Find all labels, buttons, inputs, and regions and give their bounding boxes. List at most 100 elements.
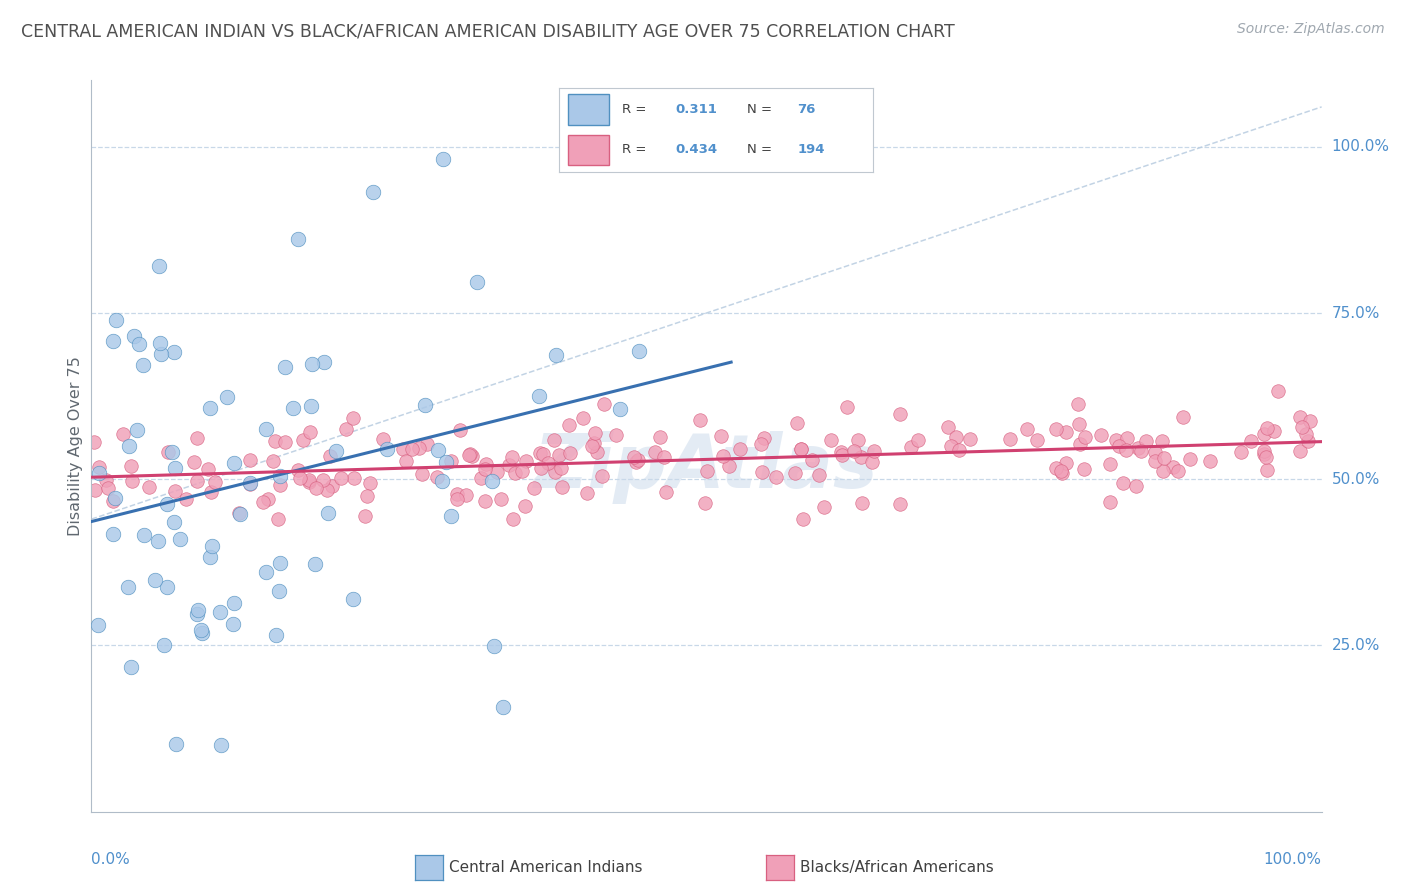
Point xyxy=(465,275,488,289)
Point xyxy=(301,357,323,371)
Point xyxy=(329,471,352,485)
Point xyxy=(291,433,314,447)
Point xyxy=(222,456,245,470)
Point xyxy=(156,580,179,594)
Point xyxy=(149,347,172,361)
Point xyxy=(849,450,872,464)
Point xyxy=(482,639,505,653)
Point xyxy=(215,390,238,404)
Point xyxy=(936,419,959,434)
Point xyxy=(783,466,806,480)
Point xyxy=(1153,450,1175,465)
Point xyxy=(1129,444,1152,458)
Point xyxy=(807,468,830,483)
Point xyxy=(1253,447,1275,461)
Point xyxy=(269,478,291,492)
Point xyxy=(860,454,883,468)
Point xyxy=(717,459,740,474)
Point xyxy=(446,487,468,501)
Point xyxy=(415,398,437,412)
Point xyxy=(1112,475,1135,490)
Point xyxy=(325,443,347,458)
Point xyxy=(1256,421,1278,435)
Point xyxy=(846,433,869,447)
Point xyxy=(201,539,224,553)
Point xyxy=(1267,384,1289,399)
Point xyxy=(583,426,606,441)
Point xyxy=(1289,410,1312,425)
Point xyxy=(530,461,553,475)
Point xyxy=(835,400,858,414)
Point xyxy=(644,445,666,459)
Point xyxy=(851,495,873,509)
Point xyxy=(297,473,319,487)
Point xyxy=(1050,464,1073,478)
Point xyxy=(800,453,823,467)
Point xyxy=(813,500,835,514)
Point xyxy=(1067,397,1090,411)
Y-axis label: Disability Age Over 75: Disability Age Over 75 xyxy=(67,356,83,536)
Point xyxy=(1115,431,1137,445)
Text: 0.0%: 0.0% xyxy=(91,852,131,867)
Point xyxy=(889,407,911,421)
Point xyxy=(536,456,558,470)
Point xyxy=(889,496,911,510)
Point xyxy=(315,483,337,497)
Point xyxy=(120,458,142,473)
Point xyxy=(256,492,278,507)
Point xyxy=(198,549,221,564)
Point xyxy=(439,453,461,467)
Point xyxy=(143,574,166,588)
Point xyxy=(228,508,250,522)
Point xyxy=(432,153,454,167)
Point xyxy=(458,448,481,462)
Point xyxy=(461,449,484,463)
Point xyxy=(1108,439,1130,453)
Point xyxy=(121,475,143,489)
Point xyxy=(1161,460,1184,475)
Point xyxy=(342,591,364,606)
Text: 25.0%: 25.0% xyxy=(1331,638,1379,653)
Point xyxy=(264,628,287,642)
Point xyxy=(1069,437,1091,451)
Point xyxy=(842,444,865,458)
Point xyxy=(652,450,675,464)
Point xyxy=(1229,445,1251,459)
Point xyxy=(416,437,439,451)
Point xyxy=(696,464,718,478)
Point xyxy=(446,491,468,506)
Point xyxy=(1171,409,1194,424)
Point xyxy=(648,430,671,444)
Point xyxy=(224,596,246,610)
Point xyxy=(790,442,813,457)
Point xyxy=(117,580,139,594)
Point xyxy=(1115,442,1137,457)
Point xyxy=(730,442,752,456)
Point xyxy=(101,494,124,508)
Point xyxy=(900,441,922,455)
Point xyxy=(304,481,326,495)
Point xyxy=(148,259,170,273)
Text: 100.0%: 100.0% xyxy=(1264,852,1322,867)
Point xyxy=(586,445,609,459)
Point xyxy=(118,440,141,454)
Point xyxy=(342,410,364,425)
Point xyxy=(1256,463,1278,477)
Point xyxy=(474,494,496,508)
Point xyxy=(411,467,433,481)
Point xyxy=(122,328,145,343)
Point xyxy=(94,474,117,488)
Point xyxy=(543,434,565,448)
Point xyxy=(335,422,357,436)
Point xyxy=(1253,426,1275,441)
Point xyxy=(571,411,593,425)
Point xyxy=(498,458,520,473)
Point xyxy=(1295,426,1317,441)
Point xyxy=(281,401,304,415)
Point xyxy=(695,495,717,509)
Point xyxy=(299,425,322,439)
Point xyxy=(474,462,496,476)
Point xyxy=(1045,461,1067,475)
Point xyxy=(710,429,733,443)
Point xyxy=(998,432,1021,446)
